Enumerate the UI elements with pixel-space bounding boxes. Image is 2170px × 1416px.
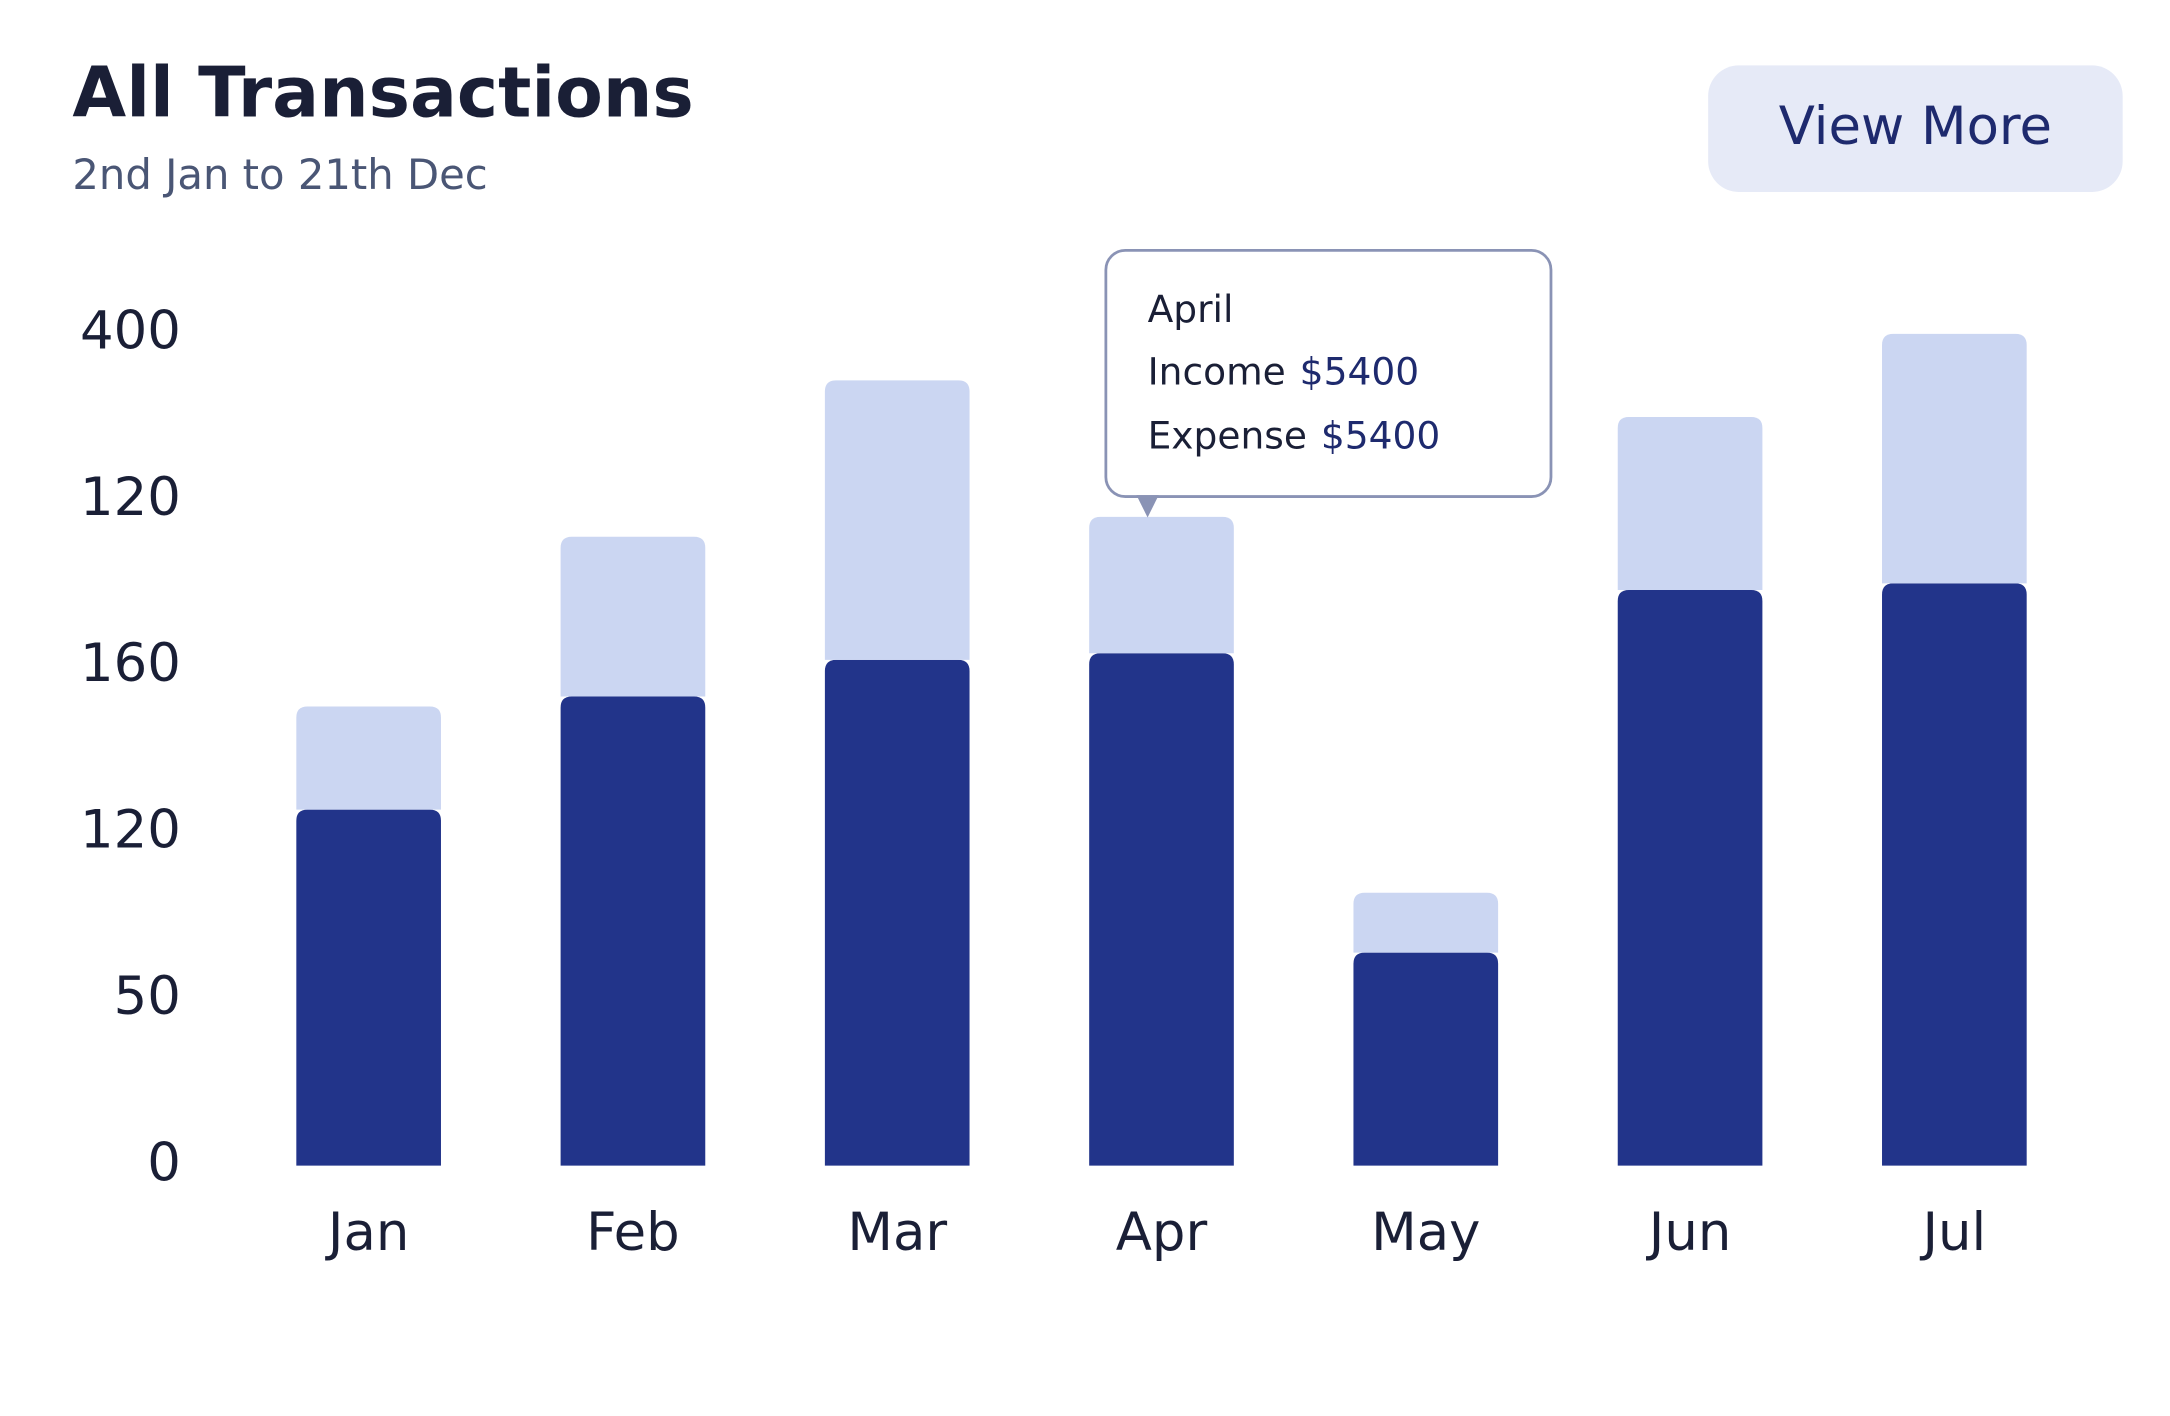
bar-segment [1882,333,2027,584]
x-tick-label: Feb [586,1202,680,1263]
bar-segment [824,380,970,660]
bar-segment [824,659,970,1166]
y-tick-label: 120 [80,467,181,528]
x-tick-label: Jul [1919,1202,1986,1263]
bar-segment [296,809,441,1166]
bar-segment [1353,952,1499,1166]
y-tick-label: 400 [80,300,181,361]
tooltip-label: Income [1148,350,1286,394]
tooltip-label: Expense [1148,414,1307,458]
tooltip-value: $5400 [1300,350,1419,394]
y-tick-label: 160 [80,633,181,694]
bar-segment [560,536,706,697]
bar-segment [1353,892,1499,953]
tooltip-value: $5400 [1321,414,1440,458]
button-background[interactable] [1708,65,2123,192]
bar-segment [1089,516,1234,654]
x-tick-label: Jun [1646,1202,1732,1263]
y-tick-label: 120 [80,800,181,861]
chart-subtitle: 2nd Jan to 21th Dec [72,150,487,199]
bar-segment [1617,590,1763,1166]
y-tick-label: 50 [114,966,181,1027]
bar-segment [1882,583,2027,1166]
tooltip-title: April [1148,287,1234,331]
x-tick-label: Mar [847,1202,947,1263]
bar-segment [296,706,441,810]
tooltip: April Income $5400 Expense $5400 [1104,248,1553,518]
bar-segment [1089,653,1234,1166]
chart-title: All Transactions [72,52,693,133]
tooltip-box [1104,248,1553,498]
tooltip-pointer [1136,495,1159,518]
button-label[interactable]: View More [1779,96,2052,157]
x-tick-label: Jan [325,1202,409,1263]
bar-segment [1617,417,1763,591]
y-tick-label: 0 [147,1132,181,1193]
x-tick-label: May [1371,1202,1480,1263]
bar-segment [560,696,706,1166]
x-tick-label: Apr [1116,1202,1208,1263]
view-more-button[interactable]: View More [1708,65,2123,192]
